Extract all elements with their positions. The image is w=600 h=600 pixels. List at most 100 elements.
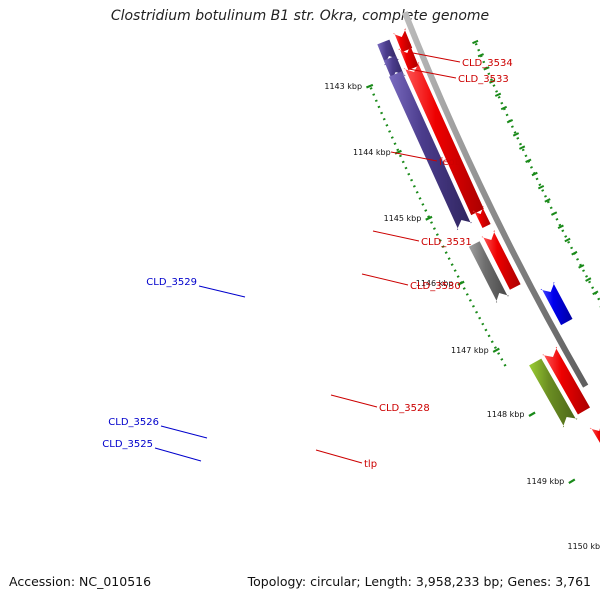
tick-dot-inner [432, 227, 436, 230]
tick-dot-inner [438, 239, 442, 242]
tick-dot-inner [490, 340, 494, 344]
tick-dot-inner [412, 184, 416, 188]
tick-dot-inner [390, 136, 394, 139]
leader-line [412, 52, 461, 63]
kbp-tick [457, 280, 465, 286]
gene-CLD_3533-cog [383, 55, 406, 82]
tick-dot-outer [474, 42, 478, 46]
tick-dot-outer [564, 235, 568, 238]
tick-dash [483, 66, 490, 71]
tick-dot-outer [521, 148, 525, 152]
tick-dot-outer [538, 183, 542, 187]
accession-text: Accession: NC_010516 [9, 574, 152, 589]
tick-dash [472, 39, 479, 45]
tick-dot-inner [388, 130, 392, 133]
tick-dot-outer [513, 131, 517, 134]
kbp-label: 1143 kbp [324, 82, 362, 91]
tick-dot-outer [510, 125, 514, 128]
tick-dot-outer [597, 297, 600, 301]
kbp-tick [568, 478, 576, 485]
tick-dot-inner [396, 148, 400, 152]
tick-dot-outer [576, 257, 580, 261]
kbp-label: 1149 kbp [527, 477, 565, 486]
tick-dot-inner [369, 87, 373, 90]
tick-dot-outer [505, 113, 509, 117]
tick-dot-outer [500, 101, 504, 105]
tick-dash [537, 184, 545, 190]
tick-dot-outer [524, 154, 528, 158]
gene-CLD_3530 [481, 230, 521, 290]
gene-label-CLD_3534: CLD_3534 [462, 58, 513, 69]
tick-dot-inner [447, 257, 451, 260]
tick-dash [525, 158, 532, 163]
tick-dot-inner [377, 105, 381, 109]
tick-dot-outer [489, 78, 493, 82]
tick-dot-inner [393, 142, 397, 145]
tick-dot-inner [380, 111, 384, 115]
tick-dot-inner [487, 334, 491, 338]
tick-dot-inner [471, 304, 475, 308]
tick-dash [494, 92, 502, 97]
tick-dash [592, 290, 599, 296]
tick-dot-inner [493, 346, 497, 350]
gene-label-CLD_3530: CLD_3530 [410, 281, 461, 292]
tick-dash [585, 277, 592, 282]
tick-dot-inner [401, 160, 405, 164]
tick-dot-outer [591, 286, 595, 290]
tick-dot-outer [588, 280, 592, 284]
tick-dot-inner [372, 93, 376, 96]
kbp-label: 1148 kbp [487, 410, 525, 419]
leader-line [361, 273, 409, 286]
tick-dash [477, 53, 484, 58]
gene-CLD_3534 [392, 28, 413, 53]
gene-CLD_3529 [540, 282, 573, 326]
tick-dot-inner [481, 322, 485, 326]
tick-dot-outer [516, 136, 520, 140]
gene-CLD_3534-cog [377, 39, 399, 66]
tick-dot-outer [546, 200, 550, 204]
tick-dot-outer [497, 96, 501, 99]
tick-dot-inner [500, 358, 504, 361]
tick-dot-inner [382, 117, 386, 121]
tick-dot-outer [495, 90, 499, 93]
tick-dot-inner [385, 124, 389, 127]
leader-line [154, 447, 202, 462]
tick-dash [564, 237, 571, 243]
tick-dash [571, 250, 578, 256]
tick-dot-inner [441, 245, 445, 248]
tick-dot-outer [530, 166, 533, 169]
tick-dash [557, 224, 564, 230]
tick-dash [506, 119, 514, 124]
tick-dot-inner [453, 269, 457, 272]
gene-tlp [589, 427, 600, 443]
leader-line [315, 449, 363, 464]
tick-dot-inner [484, 328, 488, 332]
kbp-tick [365, 83, 374, 89]
tick-dot-inner [399, 154, 402, 158]
tick-dot-inner [374, 99, 378, 103]
tick-dot-inner [462, 287, 466, 290]
kbp-tick [528, 411, 536, 417]
tick-dot-inner [421, 203, 425, 206]
leader-line [198, 285, 246, 298]
tick-dash [512, 132, 520, 137]
tick-dot-inner [430, 221, 433, 224]
tick-dot-inner [407, 172, 411, 176]
tick-dash [544, 198, 551, 203]
map-title: Clostridium botulinum B1 str. Okra, comp… [110, 8, 490, 24]
tick-dot-inner [418, 197, 422, 200]
tick-dot-outer [567, 240, 571, 244]
tick-dot-inner [415, 191, 419, 194]
backbone-arc [401, 11, 589, 388]
tick-dot-outer [561, 229, 565, 233]
kbp-label: 1147 kbp [451, 346, 489, 355]
tick-dot-inner [450, 263, 454, 266]
tick-dash [550, 211, 558, 216]
leader-line [372, 230, 420, 242]
gene-label-CLD_3531: CLD_3531 [421, 237, 472, 248]
tick-dot-outer [502, 107, 506, 111]
gene-feoB [403, 62, 484, 216]
tick-dash [531, 171, 538, 177]
tick-dash [518, 145, 526, 150]
